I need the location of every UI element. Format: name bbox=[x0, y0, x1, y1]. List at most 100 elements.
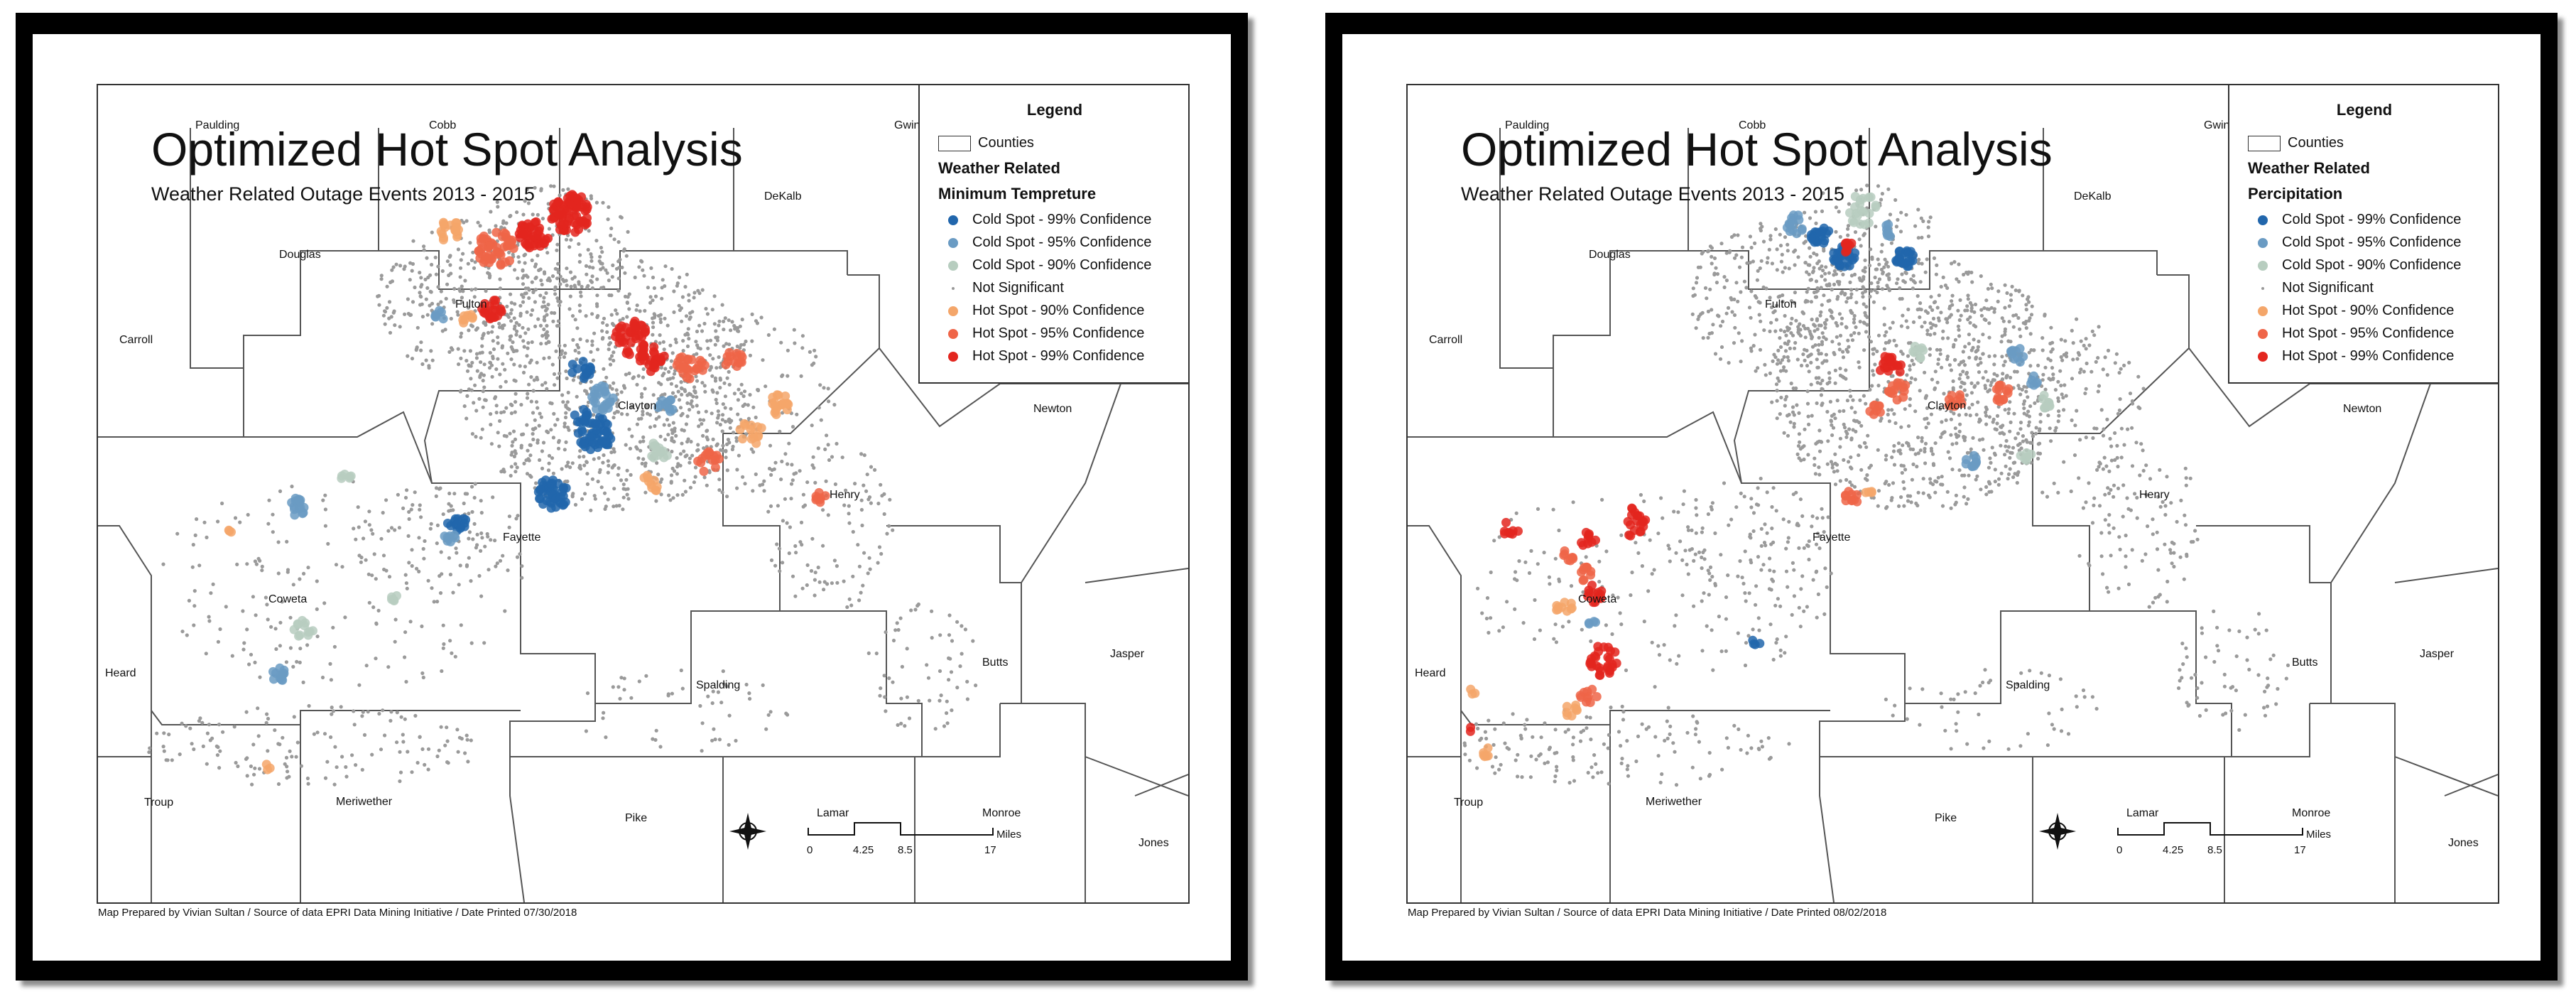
not-significant-point bbox=[2071, 341, 2075, 345]
not-significant-point bbox=[2050, 377, 2055, 382]
not-significant-point bbox=[1925, 257, 1929, 261]
not-significant-point bbox=[1739, 491, 1743, 496]
not-significant-point bbox=[2070, 328, 2074, 333]
not-significant-point bbox=[566, 390, 570, 395]
scale-tick-label: 8.5 bbox=[898, 844, 913, 856]
not-significant-point bbox=[1787, 742, 1791, 746]
not-significant-point bbox=[1673, 750, 1677, 754]
not-significant-point bbox=[2009, 293, 2013, 297]
not-significant-point bbox=[1864, 305, 1869, 309]
not-significant-point bbox=[1770, 400, 1774, 404]
not-significant-point bbox=[1698, 265, 1702, 269]
not-significant-point bbox=[1724, 736, 1729, 740]
not-significant-point bbox=[494, 564, 498, 568]
not-significant-point bbox=[560, 393, 565, 397]
not-significant-point bbox=[586, 247, 590, 252]
not-significant-point bbox=[1732, 256, 1737, 260]
not-significant-point bbox=[627, 292, 631, 296]
not-significant-point bbox=[1820, 209, 1825, 213]
not-significant-point bbox=[1796, 444, 1801, 448]
not-significant-point bbox=[1979, 361, 1983, 365]
not-significant-point bbox=[467, 328, 471, 333]
not-significant-point bbox=[463, 751, 467, 755]
not-significant-point bbox=[939, 693, 943, 698]
not-significant-point bbox=[2117, 371, 2121, 375]
not-significant-point bbox=[1945, 490, 1950, 494]
not-significant-point bbox=[458, 389, 462, 394]
not-significant-point bbox=[627, 371, 631, 376]
not-significant-point bbox=[2046, 414, 2050, 418]
not-significant-point bbox=[651, 333, 655, 337]
hotspot-point bbox=[300, 618, 310, 628]
legend-variable-label: Minimum Tempreture bbox=[938, 185, 1097, 202]
not-significant-point bbox=[1940, 475, 1944, 479]
not-significant-point bbox=[498, 286, 503, 291]
county-label: Cobb bbox=[429, 119, 457, 131]
not-significant-point bbox=[489, 538, 493, 542]
not-significant-point bbox=[2090, 521, 2095, 525]
not-significant-point bbox=[1775, 247, 1779, 252]
not-significant-point bbox=[397, 526, 401, 530]
hotspot-point bbox=[305, 627, 315, 637]
not-significant-point bbox=[1730, 310, 1734, 314]
not-significant-point bbox=[1964, 393, 1969, 397]
not-significant-point bbox=[561, 400, 565, 404]
not-significant-point bbox=[1993, 354, 1997, 358]
not-significant-point bbox=[1738, 559, 1742, 563]
not-significant-point bbox=[1923, 441, 1928, 446]
not-significant-point bbox=[610, 275, 614, 279]
not-significant-point bbox=[1971, 436, 1975, 440]
county-boundary bbox=[1021, 383, 1121, 583]
hotspot-point bbox=[732, 348, 741, 358]
not-significant-point bbox=[491, 355, 495, 359]
not-significant-point bbox=[621, 482, 626, 487]
not-significant-point bbox=[509, 319, 513, 323]
not-significant-point bbox=[2002, 432, 2006, 436]
county-boundary bbox=[2043, 128, 2158, 275]
not-significant-point bbox=[2003, 408, 2007, 412]
not-significant-point bbox=[552, 411, 556, 416]
not-significant-point bbox=[497, 321, 501, 326]
not-significant-point bbox=[564, 279, 568, 283]
not-significant-point bbox=[688, 392, 693, 396]
not-significant-point bbox=[1876, 285, 1880, 289]
not-significant-point bbox=[1918, 301, 1923, 306]
not-significant-point bbox=[1781, 293, 1785, 298]
not-significant-point bbox=[687, 337, 691, 341]
not-significant-point bbox=[1953, 502, 1957, 507]
not-significant-point bbox=[1987, 415, 1991, 419]
not-significant-point bbox=[516, 276, 520, 281]
not-significant-point bbox=[434, 494, 438, 499]
not-significant-point bbox=[328, 662, 332, 666]
not-significant-point bbox=[695, 352, 699, 356]
not-significant-point bbox=[445, 739, 450, 743]
not-significant-point bbox=[2134, 441, 2138, 445]
not-significant-point bbox=[2188, 476, 2192, 480]
not-significant-point bbox=[700, 381, 705, 385]
not-significant-point bbox=[456, 247, 460, 252]
not-significant-point bbox=[710, 411, 714, 416]
not-significant-point bbox=[459, 623, 463, 627]
not-significant-point bbox=[524, 291, 528, 296]
not-significant-point bbox=[2124, 554, 2128, 558]
not-significant-point bbox=[1763, 362, 1767, 367]
not-significant-point bbox=[933, 727, 938, 731]
not-significant-point bbox=[291, 664, 295, 669]
not-significant-point bbox=[570, 495, 575, 499]
not-significant-point bbox=[1813, 456, 1817, 460]
not-significant-point bbox=[1773, 227, 1778, 232]
not-significant-point bbox=[607, 293, 612, 298]
scale-tick-label: 4.25 bbox=[853, 844, 874, 856]
not-significant-point bbox=[1538, 628, 1542, 632]
not-significant-point bbox=[1759, 319, 1763, 323]
not-significant-point bbox=[1992, 310, 1996, 314]
not-significant-point bbox=[2041, 372, 2045, 377]
not-significant-point bbox=[1837, 312, 1842, 316]
not-significant-point bbox=[670, 436, 674, 441]
not-significant-point bbox=[530, 258, 534, 262]
not-significant-point bbox=[767, 466, 772, 471]
not-significant-point bbox=[1923, 396, 1928, 400]
not-significant-point bbox=[528, 453, 533, 458]
not-significant-point bbox=[460, 284, 464, 288]
county-boundary bbox=[1905, 433, 2090, 704]
